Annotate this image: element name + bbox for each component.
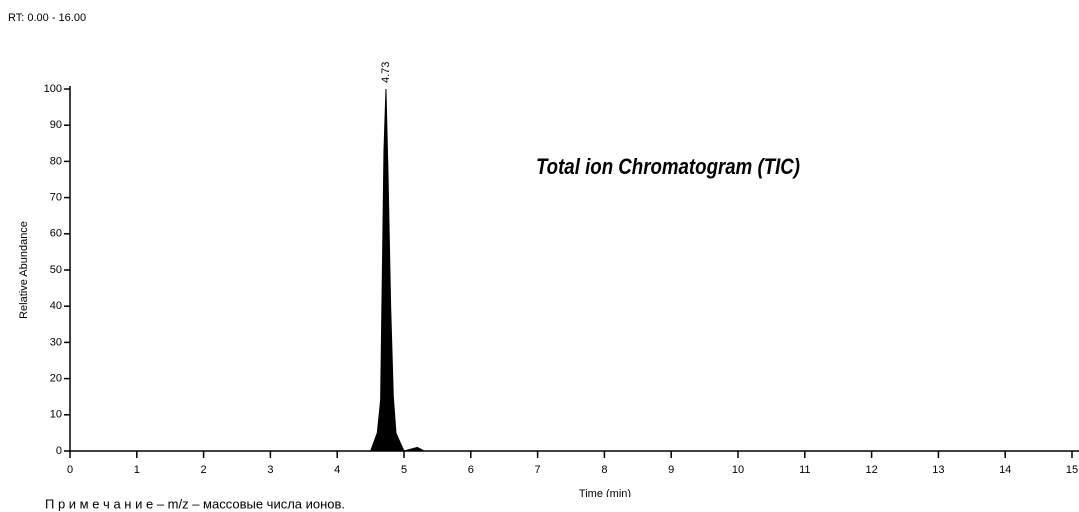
x-tick-label: 9 [668,464,674,476]
x-tick-label: 10 [732,464,744,476]
y-tick-label: 20 [50,373,62,385]
note-background [0,497,1079,512]
x-tick-label: 8 [601,464,607,476]
x-tick-label: 5 [401,464,407,476]
y-tick-label: 90 [50,119,62,131]
x-tick-label: 11 [799,464,810,476]
y-tick-label: 30 [50,336,62,348]
peak-label: 4.73 [380,62,392,83]
range-label: RT: 0.00 - 16.00 [8,12,86,24]
note: П р и м е ч а н и е – m/z – массовые чис… [45,496,345,511]
x-axis-label: Time (min) [579,488,631,500]
y-tick-label: 80 [50,155,62,167]
y-tick-label: 40 [50,300,62,312]
x-tick-label: 0 [67,464,73,476]
y-axis-label: Relative Abundance [18,221,30,319]
y-tick-label: 50 [50,264,62,276]
x-tick-label: 15 [1066,464,1078,476]
x-tick-label: 1 [134,464,140,476]
x-tick-label: 12 [865,464,877,476]
x-tick-label: 2 [201,464,207,476]
y-tick-label: 60 [50,228,62,240]
y-tick-label: 0 [56,445,62,457]
x-tick-label: 3 [267,464,273,476]
x-tick-label: 13 [932,464,944,476]
x-tick-label: 14 [999,464,1011,476]
y-tick-label: 10 [50,409,62,421]
y-tick-label: 70 [50,192,62,204]
y-tick-label: 100 [44,83,62,95]
x-tick-label: 4 [334,464,340,476]
chart-title: Total ion Chromatogram (TIC) [536,155,800,179]
x-tick-label: 6 [468,464,474,476]
x-tick-label: 7 [535,464,541,476]
area [70,88,1072,452]
